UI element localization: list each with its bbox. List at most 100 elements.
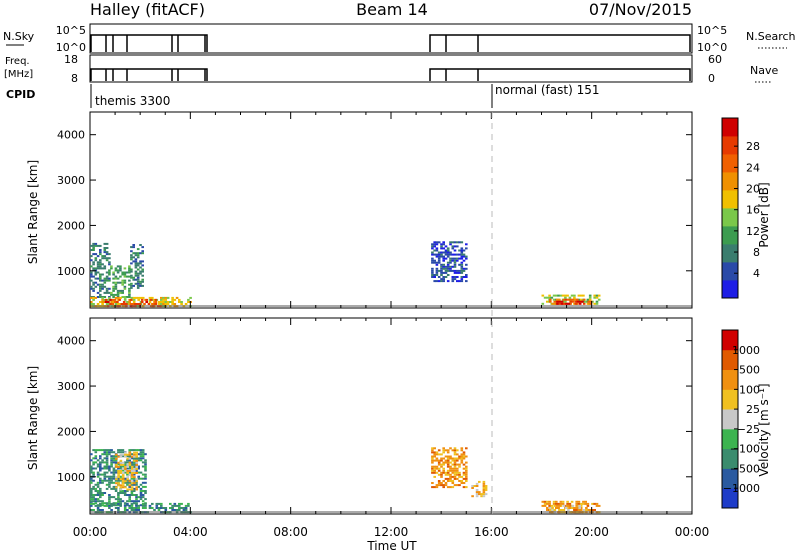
velocity-cell (456, 471, 459, 474)
velocity-cell (593, 509, 596, 511)
velocity-cell (128, 453, 132, 456)
power-cell (451, 253, 455, 256)
velocity-colorbar-swatch (722, 409, 738, 430)
power-cell (109, 298, 112, 301)
power-cell (101, 298, 104, 301)
velocity-cell (543, 504, 547, 507)
power-cell (134, 262, 138, 265)
power-cell (114, 269, 118, 272)
power-cell (141, 270, 144, 273)
velocity-cell (433, 471, 436, 474)
velocity-cell (119, 470, 123, 472)
power-cell (149, 298, 153, 301)
velocity-cell (117, 451, 120, 454)
power-cell (114, 285, 118, 288)
power-cell (440, 269, 443, 272)
power-cell (453, 276, 457, 278)
velocity-cell (553, 509, 557, 511)
power-cell (136, 284, 140, 287)
velocity-cell (453, 473, 457, 476)
velocity-cell (465, 461, 468, 464)
velocity-cell (465, 467, 468, 470)
velocity-cell (451, 459, 455, 462)
velocity-cell (449, 467, 452, 470)
power-cell (94, 257, 98, 260)
freq-label: Freq. (5, 56, 30, 67)
power-cell (458, 241, 461, 244)
velocity-cell (119, 463, 123, 466)
velocity-cell (135, 459, 138, 462)
velocity-cell (121, 467, 125, 470)
power-cell (576, 302, 579, 305)
velocity-cell (135, 461, 138, 464)
power-cell (433, 276, 436, 278)
velocity-cell (482, 480, 486, 483)
power-cell (558, 300, 562, 303)
velocity-cell (128, 485, 131, 488)
velocity-cell (128, 504, 131, 507)
velocity-cell (440, 457, 443, 460)
velocity-colorbar-swatch (722, 349, 738, 370)
velocity-cell (135, 455, 138, 458)
velocity-cell (126, 494, 129, 496)
power-cell (128, 287, 131, 290)
power-cell (122, 301, 126, 303)
velocity-cell (456, 467, 459, 470)
power-cell (108, 273, 111, 276)
velocity-cell (141, 449, 145, 452)
velocity-cell (431, 459, 434, 462)
power-colorbar-tick-label: 4 (753, 267, 760, 280)
power-cell (440, 271, 443, 274)
power-cell (101, 303, 104, 305)
velocity-cell (135, 467, 138, 470)
velocity-cell (128, 451, 132, 454)
power-cell (451, 265, 455, 268)
velocity-cell (137, 485, 140, 488)
power-cell (456, 269, 459, 272)
power-cell (114, 293, 118, 296)
velocity-cell (555, 500, 558, 503)
velocity-cell (139, 477, 143, 480)
power-cell (96, 244, 100, 247)
velocity-cell (112, 487, 116, 490)
power-cell (571, 300, 575, 303)
power-cell (451, 241, 455, 244)
power-cell (164, 298, 168, 301)
velocity-cell (568, 504, 572, 507)
velocity-cell (119, 467, 122, 470)
power-cell (116, 291, 120, 294)
velocity-cell (117, 474, 120, 477)
power-cell (103, 296, 107, 298)
velocity-cell (462, 463, 466, 466)
nsky-tick-top: 10^5 (56, 24, 86, 37)
velocity-cell (128, 459, 131, 462)
velocity-cell (453, 447, 457, 450)
power-cell (99, 273, 102, 276)
velocity-cell (560, 509, 563, 511)
velocity-cell (115, 476, 118, 479)
power-cell (122, 303, 126, 305)
velocity-cell (124, 486, 127, 489)
velocity-cell (160, 502, 163, 505)
velocity-cell (451, 463, 455, 466)
power-cell (126, 301, 129, 303)
power-cell (139, 244, 142, 246)
power-cell (582, 302, 586, 305)
power-cell (103, 247, 107, 249)
velocity-cell (130, 488, 134, 491)
power-cell (437, 276, 441, 278)
power-cell (451, 247, 455, 250)
power-cell (462, 259, 466, 262)
power-cell (132, 278, 135, 281)
velocity-cell (144, 461, 147, 464)
x-axis-label: Time UT (366, 539, 417, 553)
x-tick-label: 00:00 (675, 525, 710, 539)
power-cell (553, 300, 557, 303)
power-cell (141, 278, 144, 281)
velocity-cell (137, 471, 140, 474)
power-cell (440, 245, 443, 248)
power-cell (123, 287, 127, 290)
power-cell (118, 298, 121, 301)
velocity-cell (96, 463, 100, 466)
